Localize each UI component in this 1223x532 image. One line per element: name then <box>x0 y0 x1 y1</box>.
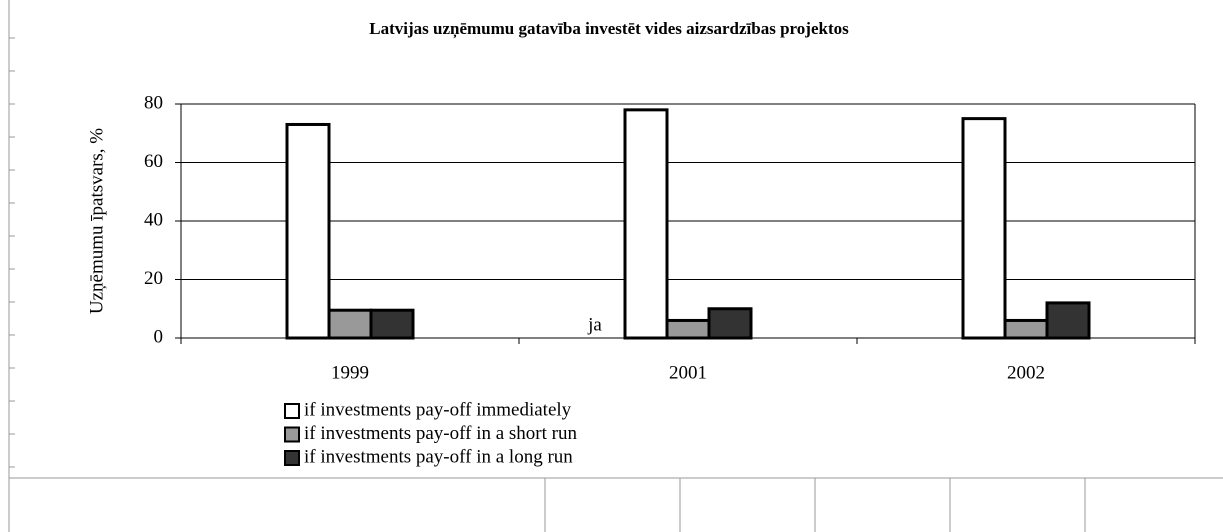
legend-swatch <box>284 426 300 443</box>
legend-swatch <box>284 450 300 466</box>
bar <box>665 318 711 340</box>
bar <box>623 108 669 340</box>
x-tick-label: 2001 <box>669 362 707 383</box>
legend-label: if investments pay-off in a short run <box>304 423 577 444</box>
y-tick-label: 0 <box>154 326 164 347</box>
chart-title: Latvijas uzņēmumu gatavība investēt vide… <box>369 19 849 39</box>
legend-swatch <box>284 403 300 419</box>
bar <box>961 117 1007 340</box>
y-tick-label: 20 <box>144 268 163 289</box>
y-tick-label: 40 <box>144 209 163 230</box>
bar <box>369 308 415 340</box>
bar <box>1003 318 1049 340</box>
y-tick-label: 80 <box>144 92 163 113</box>
y-axis-label: Uzņēmumu īpatsvars, % <box>86 128 107 314</box>
bar <box>1045 301 1091 340</box>
x-tick-label: 2002 <box>1007 362 1045 383</box>
y-tick-label: 60 <box>144 151 163 172</box>
page-decoration <box>8 0 1223 532</box>
bar <box>327 308 373 340</box>
legend-label: if investments pay-off immediately <box>304 399 572 420</box>
annotation: ja <box>587 314 602 335</box>
bar <box>707 307 753 340</box>
bar <box>285 122 331 340</box>
x-tick-label: 1999 <box>331 362 369 383</box>
legend-label: if investments pay-off in a long run <box>304 446 573 467</box>
